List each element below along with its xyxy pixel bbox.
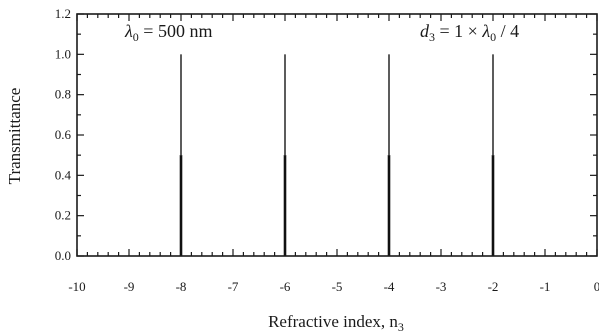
x-tick-label: -10 <box>68 279 85 294</box>
x-axis-title-sub: 3 <box>398 320 404 334</box>
lambda-subscript: 0 <box>133 30 139 44</box>
x-tick-label: -1 <box>540 279 551 294</box>
y-tick-label: 0.6 <box>55 127 72 142</box>
x-tick-label: -6 <box>280 279 291 294</box>
transmittance-spikes <box>179 54 495 256</box>
x-tick-label: -3 <box>436 279 447 294</box>
x-tick-label: 0 <box>594 279 599 294</box>
lambda-symbol-2: λ <box>481 21 490 41</box>
y-tick-label: 1.2 <box>55 6 71 21</box>
x-tick-label: -7 <box>228 279 239 294</box>
lambda-subscript-2: 0 <box>490 30 496 44</box>
lambda-symbol: λ <box>124 21 133 41</box>
thickness-mid: = 1 × <box>435 21 482 41</box>
x-tick-label: -4 <box>384 279 395 294</box>
wavelength-annotation: λ0 = 500 nm <box>124 21 212 44</box>
x-axis-title-text: Refractive index, n <box>268 312 398 331</box>
y-tick-label: 0.2 <box>55 208 71 223</box>
x-tick-label: -8 <box>176 279 187 294</box>
y-tick-label: 0.4 <box>55 167 72 182</box>
y-tick-label: 0.8 <box>55 87 71 102</box>
plot-frame <box>76 13 598 257</box>
d-symbol: d <box>420 21 430 41</box>
x-tick-label: -2 <box>488 279 499 294</box>
y-tick-label: 1.0 <box>55 46 71 61</box>
thickness-tail: / 4 <box>496 21 519 41</box>
x-axis-title: Refractive index, n3 <box>268 312 404 334</box>
y-axis-title: Transmittance <box>5 88 24 185</box>
x-tick-label: -5 <box>332 279 343 294</box>
y-tick-label: 0.0 <box>55 248 71 263</box>
d-subscript: 3 <box>429 30 435 44</box>
tick-labels: -10 -9 -8 -7 -6 -5 -4 -3 -2 -1 00.00.20.40.60.81.0… <box>55 6 599 294</box>
thickness-annotation: d3 = 1 × λ0 / 4 <box>420 21 519 44</box>
wavelength-value: = 500 nm <box>139 21 213 41</box>
x-tick-label: -9 <box>124 279 135 294</box>
axis-ticks <box>76 13 598 257</box>
